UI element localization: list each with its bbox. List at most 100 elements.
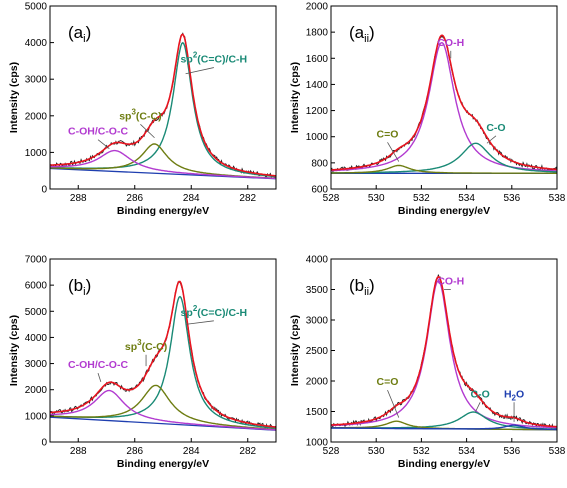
- raw-data-series: [50, 281, 276, 430]
- x-axis-label: Binding energy/eV: [117, 205, 209, 217]
- annotation-text: C-OH/C-O-C: [68, 359, 128, 371]
- annotation-leader: [97, 372, 102, 382]
- annotation-label: H2O: [504, 388, 524, 402]
- y-axis-label: Intensity (cps): [8, 62, 20, 133]
- x-tick-label: 536: [503, 193, 520, 204]
- x-axis-label: Binding energy/eV: [398, 458, 490, 470]
- x-tick-label: 282: [239, 193, 256, 204]
- annotation-leader: [185, 67, 214, 75]
- plot-frame: [49, 258, 277, 443]
- x-tick-label: 286: [126, 446, 143, 457]
- annotation-text: CO-H: [437, 275, 464, 287]
- annotation-text-rest: O: [516, 388, 524, 400]
- x-tick-label: 284: [183, 193, 200, 204]
- annotation-leader: [387, 142, 400, 162]
- annotation-label: sp2(C=C)/C-H: [181, 304, 248, 319]
- x-tick-label: 536: [503, 446, 520, 457]
- panel-label: (bi): [68, 276, 91, 298]
- peak-component-0: [331, 41, 557, 172]
- y-tick-label: 3000: [306, 316, 329, 327]
- x-tick-label: 538: [549, 446, 566, 457]
- fit-envelope: [331, 34, 557, 171]
- fit-envelope: [50, 280, 276, 428]
- annotation-text: CO-H: [437, 37, 464, 49]
- y-tick-label: 2000: [25, 385, 48, 396]
- y-axis-label: Intensity (cps): [289, 315, 301, 386]
- panel-label-subscript: ii: [364, 286, 369, 298]
- annotation-text-rest: (C-C): [136, 110, 162, 122]
- annotation-subscript: 2: [512, 393, 517, 402]
- annotation-leader: [140, 124, 155, 139]
- y-tick-label: 5000: [25, 307, 48, 318]
- x-tick-label: 528: [323, 446, 340, 457]
- y-tick-label: 2000: [306, 2, 329, 13]
- x-tick-label: 282: [239, 446, 256, 457]
- annotation-superscript: 2: [193, 51, 198, 60]
- annotation-label: sp3(C-C): [125, 338, 167, 353]
- annotation-text: sp: [181, 54, 193, 66]
- y-tick-label: 800: [311, 158, 328, 169]
- y-tick-label: 1200: [306, 106, 329, 117]
- xps-panel-1: 528 530 532 534 536 538 600 800 1000 1200 1400 1600…: [289, 2, 566, 218]
- annotation-leader: [97, 139, 110, 150]
- x-axis-label: Binding energy/eV: [398, 205, 490, 217]
- raw-data-series: [331, 35, 557, 174]
- annotation-leader: [387, 389, 400, 418]
- y-tick-label: 1600: [306, 54, 329, 65]
- plot-area: [331, 274, 557, 431]
- x-tick-label: 532: [413, 193, 430, 204]
- annotation-label: CO-H: [437, 37, 464, 49]
- plot-area: [50, 32, 276, 180]
- annotation-label: sp2(C=C)/C-H: [181, 51, 248, 66]
- x-tick-label: 534: [458, 193, 475, 204]
- y-tick-label: 3000: [25, 359, 48, 370]
- y-tick-label: 1800: [306, 28, 329, 39]
- x-tick-label: 528: [323, 193, 340, 204]
- y-tick-label: 4000: [25, 38, 48, 49]
- peak-component-2: [50, 389, 276, 431]
- annotation-text: H: [504, 388, 512, 400]
- y-tick-label: 3000: [25, 75, 48, 86]
- plot-frame: [49, 5, 277, 190]
- panel-label-subscript: i: [83, 286, 85, 298]
- xps-panel-0: 288 286 284 282 0 1000 2000 3000 4000 5000 Binding…: [8, 2, 277, 217]
- annotation-label: CO-H: [437, 275, 464, 287]
- annotation-text-rest: (C-C): [142, 341, 168, 353]
- panel-label: (bii): [349, 276, 375, 298]
- annotation-text-rest: (C=C)/C-H: [197, 307, 247, 319]
- y-tick-label: 2500: [306, 346, 329, 357]
- panel-label: (ai): [68, 23, 91, 45]
- x-axis-label: Binding energy/eV: [117, 458, 209, 470]
- xps-panel-3: 528 530 532 534 536 538 1000 1500 2000 2500 3000 35…: [289, 255, 566, 471]
- y-tick-label: 600: [311, 185, 328, 196]
- annotation-label: C-O: [471, 388, 490, 400]
- peak-component-3: [331, 424, 557, 431]
- peak-component-0: [331, 279, 557, 429]
- annotation-text: C=O: [377, 376, 399, 388]
- annotation-leader: [185, 320, 214, 325]
- panel-label-suffix: ): [86, 23, 92, 42]
- x-tick-label: 284: [183, 446, 200, 457]
- y-tick-label: 3500: [306, 285, 329, 296]
- peak-component-2: [331, 164, 557, 174]
- x-tick-label: 288: [70, 193, 87, 204]
- panel-label-suffix: ): [86, 276, 92, 295]
- y-tick-label: 1000: [25, 411, 48, 422]
- y-tick-label: 2000: [25, 111, 48, 122]
- y-tick-label: 1000: [25, 148, 48, 159]
- x-tick-label: 530: [368, 446, 385, 457]
- annotation-text: C-OH/C-O-C: [68, 126, 128, 138]
- peak-component-2: [50, 149, 276, 180]
- plot-area: [50, 280, 276, 431]
- fit-envelope: [50, 33, 276, 177]
- annotation-text: sp: [125, 341, 137, 353]
- panel-label-subscript: i: [83, 33, 85, 45]
- annotation-leader: [475, 402, 481, 412]
- y-tick-label: 6000: [25, 281, 48, 292]
- y-tick-label: 4000: [25, 333, 48, 344]
- x-tick-label: 534: [458, 446, 475, 457]
- annotation-label: C=O: [377, 376, 399, 388]
- y-tick-label: 1500: [306, 407, 329, 418]
- y-tick-label: 4000: [306, 255, 329, 266]
- annotation-superscript: 3: [131, 107, 136, 116]
